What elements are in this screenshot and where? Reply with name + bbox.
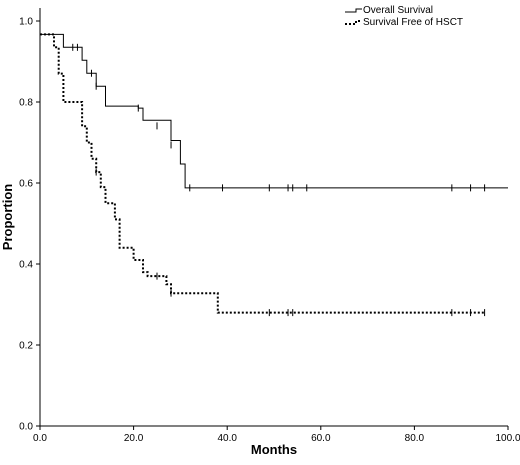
y-tick-label: 0.2	[19, 341, 33, 352]
x-tick-label: 60.0	[311, 433, 331, 444]
x-axis-title: Months	[251, 442, 297, 457]
y-tick-label: 0.4	[19, 260, 33, 271]
series-1	[40, 33, 486, 317]
x-tick-label: 80.0	[405, 433, 425, 444]
x-tick-label: 0.0	[33, 433, 47, 444]
series-0	[40, 33, 508, 192]
series-line-1	[40, 33, 485, 314]
legend: Overall Survival Survival Free of HSCT	[345, 5, 463, 28]
y-axis-ticks: 0.0 0.2 0.4 0.6 0.8 1.0	[19, 17, 40, 433]
y-tick-label: 0.8	[19, 98, 33, 109]
y-tick-label: 0.0	[19, 422, 33, 433]
legend-label-overall-survival: Overall Survival	[363, 5, 433, 16]
y-tick-label: 0.6	[19, 179, 33, 190]
y-axis-title: Proportion	[0, 184, 15, 250]
x-tick-label: 40.0	[217, 433, 237, 444]
legend-swatch-dotted	[345, 20, 362, 25]
x-tick-label: 20.0	[124, 433, 144, 444]
y-tick-label: 1.0	[19, 17, 33, 28]
legend-item-survival-free-of-hsct: Survival Free of HSCT	[345, 17, 463, 28]
legend-swatch-solid	[345, 8, 362, 13]
x-axis-ticks: 0.0 20.0 40.0 60.0 80.0 100.0	[33, 426, 520, 444]
series-layer	[40, 33, 508, 317]
series-line-0	[40, 33, 508, 189]
legend-item-overall-survival: Overall Survival	[345, 5, 433, 16]
plot-area	[39, 8, 508, 427]
x-tick-label: 100.0	[495, 433, 520, 444]
legend-label-survival-free-of-hsct: Survival Free of HSCT	[363, 17, 463, 28]
